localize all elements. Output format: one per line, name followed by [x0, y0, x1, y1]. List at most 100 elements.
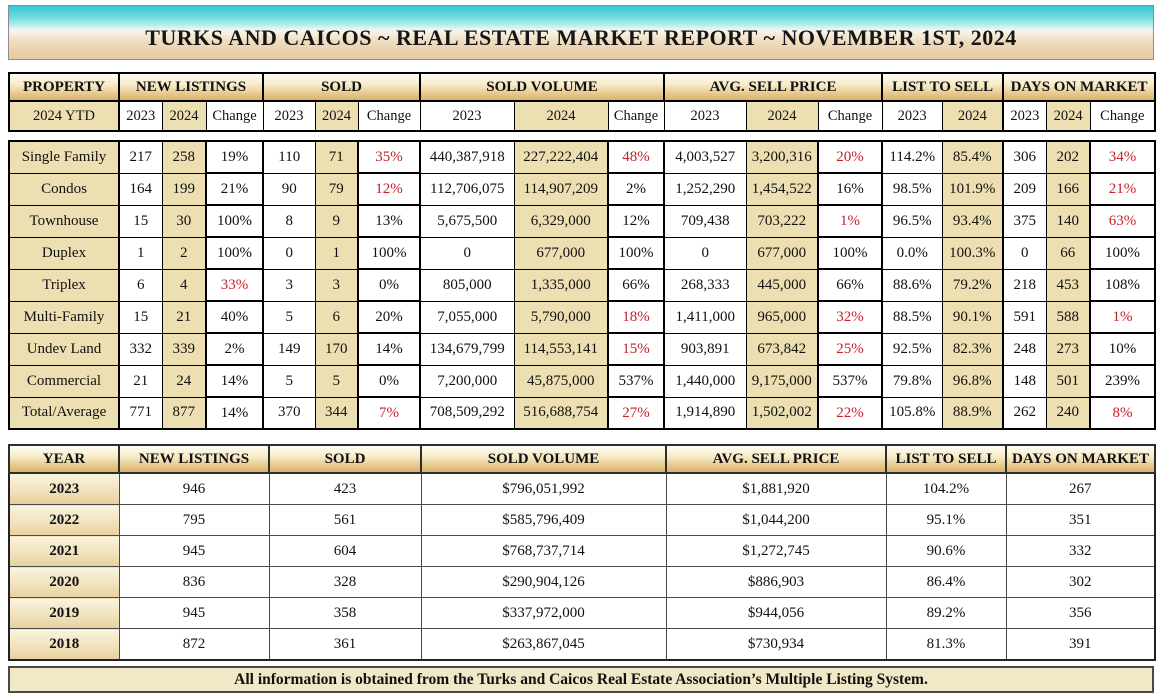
yearly-col-header-new-listings: NEW LISTINGS: [118, 444, 270, 474]
table-cell: $1,044,200: [665, 504, 887, 536]
market-row-triplex: Triplex 6 4 33% 3 3 0% 805,000 1,335,000 66% 268,3…: [8, 268, 1156, 302]
table-cell: 516,688,754: [513, 396, 609, 430]
table-cell: 104.2%: [885, 472, 1007, 505]
table-cell: 217: [118, 140, 163, 174]
table-cell: 351: [1005, 504, 1156, 536]
table-cell: 19%: [205, 140, 264, 174]
table-cell: 149: [262, 332, 316, 366]
table-cell: 2%: [205, 332, 264, 366]
sub-header-2024-14: 2024: [941, 100, 1005, 132]
table-cell: 100%: [357, 236, 421, 270]
sub-header-2024-ytd-0: 2024 YTD: [8, 100, 120, 132]
table-cell: 96.5%: [881, 204, 943, 238]
table-cell: 267: [1005, 472, 1156, 505]
table-cell: 18%: [607, 300, 665, 334]
table-cell: 7,200,000: [419, 364, 515, 398]
yearly-table: YEAR NEW LISTINGS SOLD SOLD VOLUME AVG. SELL…: [8, 444, 1156, 661]
table-cell: 903,891: [663, 332, 747, 366]
table-cell: 945: [118, 535, 270, 567]
market-row-townhouse: Townhouse 15 30 100% 8 9 13% 5,675,500 6,329,000…: [8, 204, 1156, 238]
report-title: TURKS AND CAICOS ~ REAL ESTATE MARKET RE…: [145, 24, 1017, 50]
table-cell: 25%: [817, 332, 883, 366]
market-table-header: PROPERTY NEW LISTINGS SOLD SOLD VOLUME AVG. …: [8, 72, 1157, 132]
table-cell: 1%: [817, 204, 883, 238]
table-cell: 100%: [205, 204, 264, 238]
col-group-avg-sell-price: AVG. SELL PRICE: [663, 72, 884, 102]
table-cell: 202: [1045, 140, 1091, 174]
sub-header-2024-16: 2024: [1045, 100, 1091, 132]
group-header-row: PROPERTY NEW LISTINGS SOLD SOLD VOLUME AVG. …: [8, 72, 1157, 102]
market-row-undev-land: Undev Land 332 339 2% 149 170 14% 134,679,799 11…: [8, 332, 1156, 366]
property-label: Townhouse: [8, 204, 120, 238]
table-cell: 66: [1045, 236, 1091, 270]
table-cell: 1,914,890: [663, 396, 747, 430]
table-cell: 88.5%: [881, 300, 943, 334]
table-cell: 134,679,799: [419, 332, 515, 366]
table-cell: 328: [268, 566, 422, 598]
table-cell: 27%: [607, 396, 665, 430]
table-cell: $796,051,992: [420, 472, 667, 505]
table-cell: 66%: [817, 268, 883, 302]
market-row-single-family: Single Family 217 258 19% 110 71 35% 440,387,91…: [8, 140, 1156, 174]
table-cell: 164: [118, 172, 163, 206]
market-row-duplex: Duplex 1 2 100% 0 1 100% 0 677,000 100% 0 677,000 10…: [8, 236, 1156, 270]
table-cell: 209: [1002, 172, 1047, 206]
yearly-header-row: YEAR NEW LISTINGS SOLD SOLD VOLUME AVG. SELL…: [8, 444, 1156, 474]
table-cell: 21: [161, 300, 207, 334]
table-cell: 2%: [607, 172, 665, 206]
yearly-col-header-sold-volume: SOLD VOLUME: [420, 444, 667, 474]
table-cell: 112,706,075: [419, 172, 515, 206]
table-cell: 21: [118, 364, 163, 398]
table-cell: 1,411,000: [663, 300, 747, 334]
table-cell: 262: [1002, 396, 1047, 430]
table-cell: 95.1%: [885, 504, 1007, 536]
table-cell: 10%: [1089, 332, 1156, 366]
sub-header-change-9: Change: [607, 100, 665, 132]
table-cell: 90: [262, 172, 316, 206]
table-cell: 35%: [357, 140, 421, 174]
market-row-multi-family: Multi-Family 15 21 40% 5 6 20% 7,055,000 5,790,0…: [8, 300, 1156, 334]
table-cell: 0%: [357, 268, 421, 302]
table-cell: 0: [262, 236, 316, 270]
sub-header-row: 2024 YTD 2023 2024 Change 2023 2024 Change 2023…: [8, 100, 1156, 132]
table-cell: 501: [1045, 364, 1091, 398]
table-cell: 591: [1002, 300, 1047, 334]
table-cell: 21%: [1089, 172, 1156, 206]
col-group-new-listings: NEW LISTINGS: [118, 72, 264, 102]
table-cell: 1,454,522: [745, 172, 819, 206]
table-cell: $263,867,045: [420, 628, 667, 661]
property-label: Undev Land: [8, 332, 120, 366]
sub-header-2023-1: 2023: [118, 100, 163, 132]
footer-note-bar: All information is obtained from the Tur…: [8, 666, 1154, 693]
table-cell: 445,000: [745, 268, 819, 302]
table-cell: 93.4%: [941, 204, 1004, 238]
header-banner: TURKS AND CAICOS ~ REAL ESTATE MARKET RE…: [8, 5, 1154, 60]
table-cell: 166: [1045, 172, 1091, 206]
table-cell: 148: [1002, 364, 1047, 398]
table-cell: 218: [1002, 268, 1047, 302]
table-cell: 15: [118, 300, 163, 334]
table-cell: 86.4%: [885, 566, 1007, 598]
sub-header-2023-7: 2023: [419, 100, 515, 132]
table-cell: 5,790,000: [513, 300, 609, 334]
table-cell: 85.4%: [941, 140, 1004, 174]
yearly-row-2021: 2021 945 604 $768,737,714 $1,272,745 90.6% 332: [8, 535, 1156, 567]
property-label: Multi-Family: [8, 300, 120, 334]
table-cell: 5,675,500: [419, 204, 515, 238]
sub-header-2024-8: 2024: [513, 100, 609, 132]
table-cell: 66%: [607, 268, 665, 302]
table-cell: 88.6%: [881, 268, 943, 302]
table-cell: 79: [314, 172, 359, 206]
col-group-property: PROPERTY: [8, 72, 120, 102]
table-cell: $290,904,126: [420, 566, 667, 598]
table-cell: 356: [1005, 597, 1156, 629]
table-cell: 15: [118, 204, 163, 238]
table-cell: 14%: [357, 332, 421, 366]
market-row-commercial: Commercial 21 24 14% 5 5 0% 7,200,000 45,875,000…: [8, 364, 1156, 398]
table-cell: $730,934: [665, 628, 887, 661]
sub-header-change-12: Change: [817, 100, 883, 132]
year-label: 2023: [8, 472, 120, 505]
table-cell: 5: [262, 364, 316, 398]
table-cell: 677,000: [513, 236, 609, 270]
